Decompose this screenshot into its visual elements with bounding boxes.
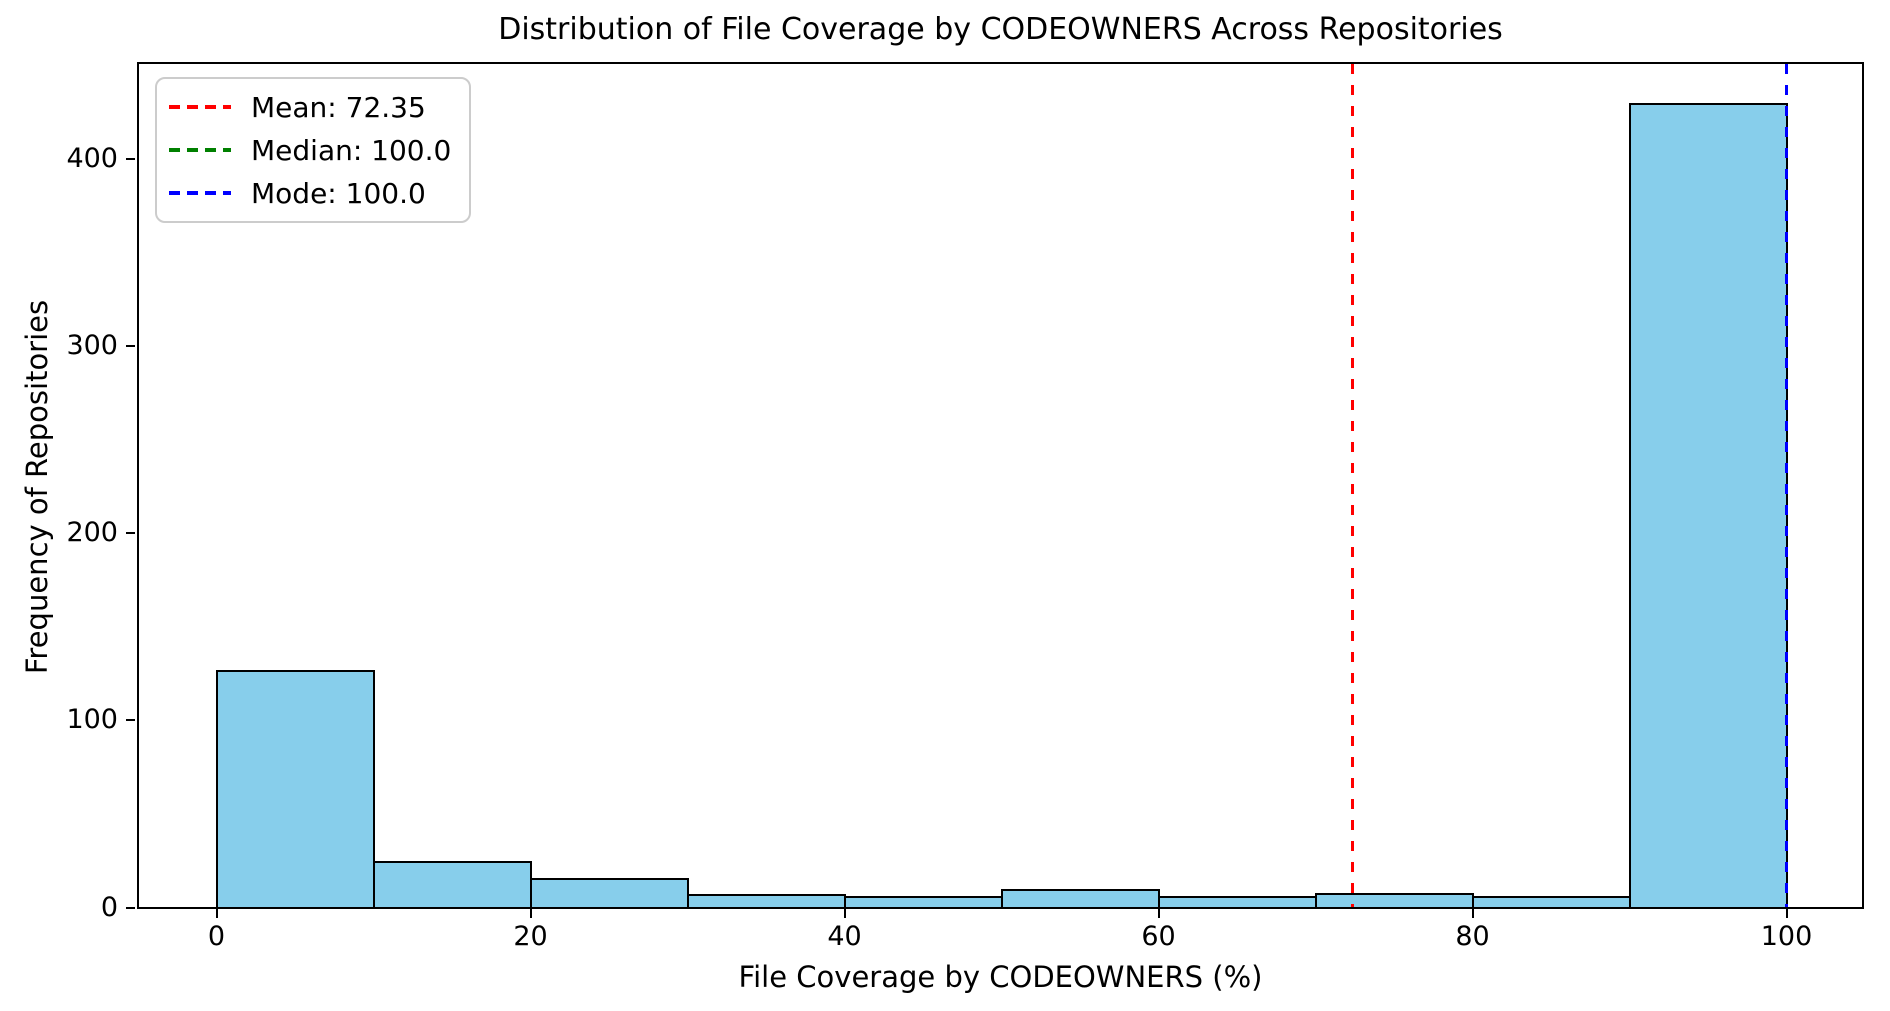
x-tick-label: 20: [513, 921, 548, 952]
legend: Mean: 72.35 Median: 100.0 Mode: 100.0: [155, 77, 472, 223]
y-tick-mark: [126, 719, 135, 722]
y-tick-mark: [126, 158, 135, 161]
chart-title: Distribution of File Coverage by CODEOWN…: [498, 12, 1503, 47]
x-tick-label: 0: [207, 921, 226, 952]
legend-item-mean: Mean: 72.35: [169, 89, 451, 125]
legend-label-median: Median: 100.0: [251, 133, 452, 167]
y-tick-label: 300: [66, 330, 118, 362]
histogram-bar: [686, 894, 846, 909]
y-tick-mark: [126, 345, 135, 348]
mode-line-swatch: [169, 191, 231, 195]
legend-item-median: Median: 100.0: [169, 132, 451, 168]
histogram-bar: [1000, 888, 1160, 909]
histogram-bar: [843, 896, 1003, 909]
x-tick-mark: [1471, 909, 1474, 918]
histogram-bar: [215, 669, 375, 909]
mean-line: [1350, 64, 1354, 907]
histogram-bar: [1157, 896, 1317, 909]
mode-line: [1785, 64, 1788, 907]
x-tick-mark: [1157, 909, 1160, 918]
x-tick-label: 100: [1760, 921, 1813, 952]
x-tick-mark: [843, 909, 846, 918]
y-tick-mark: [126, 906, 135, 909]
y-tick-label: 100: [66, 704, 118, 736]
histogram-bar: [529, 877, 689, 909]
x-tick-mark: [529, 909, 532, 918]
histogram-bar: [1314, 892, 1474, 909]
x-tick-mark: [1785, 909, 1788, 918]
histogram-bar: [1471, 896, 1631, 909]
x-axis-label: File Coverage by CODEOWNERS (%): [738, 960, 1263, 994]
x-tick-label: 40: [827, 921, 862, 952]
histogram-bar: [372, 860, 532, 909]
median-line-swatch: [169, 148, 231, 152]
x-tick-label: 60: [1141, 921, 1176, 952]
mean-line-swatch: [169, 105, 231, 109]
x-tick-mark: [215, 909, 218, 918]
y-tick-label: 0: [100, 891, 118, 923]
histogram-bar: [1628, 103, 1788, 909]
y-tick-mark: [126, 532, 135, 535]
x-tick-label: 80: [1455, 921, 1490, 952]
legend-label-mean: Mean: 72.35: [251, 90, 426, 124]
y-tick-label: 200: [66, 517, 118, 549]
y-tick-label: 400: [66, 143, 118, 175]
legend-item-mode: Mode: 100.0: [169, 175, 451, 211]
legend-label-mode: Mode: 100.0: [251, 176, 426, 210]
